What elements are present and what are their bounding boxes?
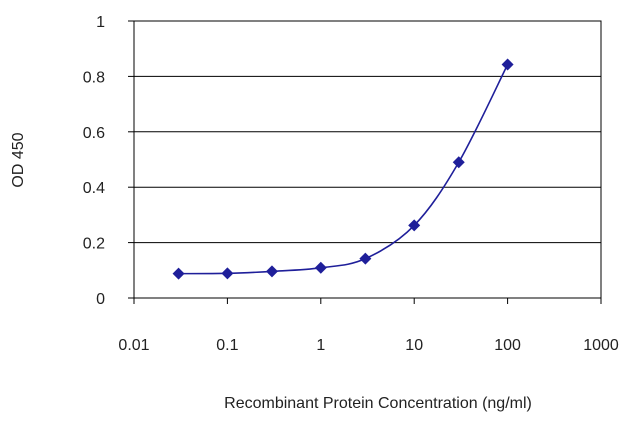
data-point-marker bbox=[172, 267, 185, 280]
data-point-marker bbox=[314, 261, 327, 274]
plot-frame bbox=[133, 20, 602, 299]
y-tick-label: 1 bbox=[96, 14, 105, 31]
y-tick-label: 0.6 bbox=[83, 125, 105, 142]
y-tick-label: 0.4 bbox=[83, 180, 105, 197]
horizontal-gridlines bbox=[134, 75, 601, 244]
y-tick-label: 0.2 bbox=[83, 236, 105, 253]
x-tick-label: 0.01 bbox=[118, 337, 149, 354]
series-layer bbox=[172, 58, 514, 280]
data-point-marker bbox=[408, 219, 421, 232]
x-tick-label: 10 bbox=[405, 337, 423, 354]
x-tick-label: 1000 bbox=[583, 337, 619, 354]
data-point-marker bbox=[265, 265, 278, 278]
y-tick-label: 0 bbox=[96, 291, 105, 308]
y-axis-title: OD 450 bbox=[10, 132, 27, 187]
y-axis-ticks: 0 0.2 0.4 0.6 0.8 1 bbox=[83, 14, 134, 308]
data-point-marker bbox=[359, 252, 372, 265]
y-tick-label: 0.8 bbox=[83, 69, 105, 86]
x-axis-title: Recombinant Protein Concentration (ng/ml… bbox=[224, 395, 532, 412]
x-axis-ticks: 0.01 0.1 1 10 100 1000 bbox=[118, 298, 619, 354]
data-point-marker bbox=[452, 156, 465, 169]
data-point-marker bbox=[501, 58, 514, 71]
x-tick-label: 0.1 bbox=[216, 337, 238, 354]
data-point-marker bbox=[221, 267, 234, 280]
x-tick-label: 1 bbox=[316, 337, 325, 354]
x-tick-label: 100 bbox=[494, 337, 521, 354]
